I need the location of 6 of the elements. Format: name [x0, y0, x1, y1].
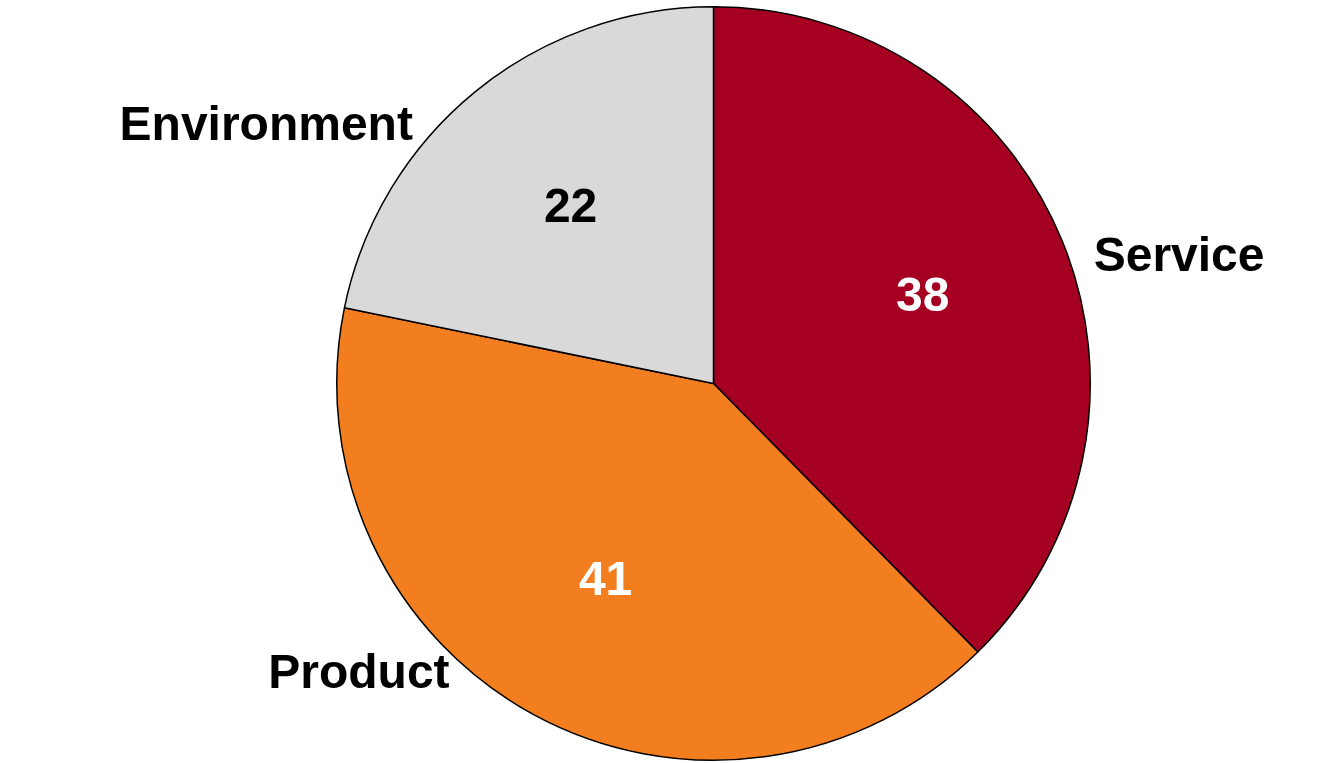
slice-label: Service	[1093, 228, 1265, 282]
data-label: 38	[895, 268, 950, 322]
slice-label: Product	[268, 645, 450, 699]
slice-label: Environment	[119, 96, 413, 150]
data-label: 22	[543, 178, 598, 232]
data-label: 41	[578, 552, 633, 606]
